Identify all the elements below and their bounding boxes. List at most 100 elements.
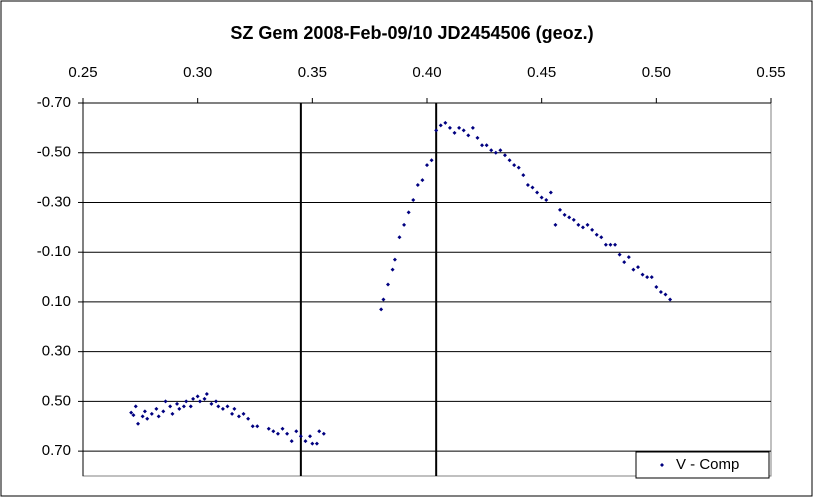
data-point	[406, 210, 411, 215]
data-point	[216, 404, 221, 409]
legend-label: V - Comp	[676, 456, 739, 473]
data-point	[631, 267, 636, 272]
data-point	[246, 416, 251, 421]
data-point	[156, 414, 161, 419]
data-point	[558, 207, 563, 212]
data-point	[438, 123, 443, 128]
data-point	[415, 183, 420, 188]
data-point	[209, 401, 214, 406]
data-point	[280, 426, 285, 431]
data-point	[548, 190, 553, 195]
data-point	[390, 267, 395, 272]
data-point	[177, 406, 182, 411]
data-point	[420, 178, 425, 183]
y-tick-label: -0.10	[37, 243, 71, 260]
data-point	[175, 401, 180, 406]
data-point	[585, 222, 590, 227]
data-point	[594, 232, 599, 237]
data-point	[512, 163, 517, 168]
data-point	[502, 153, 507, 158]
data-point	[149, 411, 154, 416]
data-point	[154, 406, 159, 411]
data-point	[544, 197, 549, 202]
data-point	[530, 185, 535, 190]
data-point	[576, 222, 581, 227]
data-point	[294, 429, 299, 434]
data-point	[461, 128, 466, 133]
x-tick-label: 0.25	[68, 64, 97, 81]
data-point	[608, 242, 613, 247]
data-point	[191, 396, 196, 401]
x-tick-label: 0.30	[183, 64, 212, 81]
data-point	[241, 411, 246, 416]
y-tick-label: -0.70	[37, 94, 71, 111]
data-point	[599, 235, 604, 240]
data-point	[617, 252, 622, 257]
data-point	[457, 125, 462, 130]
data-point	[484, 143, 489, 148]
data-point	[640, 272, 645, 277]
data-point	[562, 212, 567, 217]
data-point	[649, 275, 654, 280]
x-tick-label: 0.35	[298, 64, 327, 81]
data-point	[397, 235, 402, 240]
data-point	[236, 414, 241, 419]
data-point	[250, 424, 255, 429]
data-point	[590, 227, 595, 232]
data-point	[470, 125, 475, 130]
data-point	[480, 143, 485, 148]
data-point	[434, 128, 439, 133]
data-point	[271, 429, 276, 434]
data-point	[379, 307, 384, 312]
data-point	[285, 431, 290, 436]
data-point	[266, 426, 271, 431]
y-tick-label: 0.70	[42, 442, 71, 459]
x-tick-label: 0.45	[527, 64, 556, 81]
data-point	[613, 242, 618, 247]
data-point	[321, 431, 326, 436]
data-point	[622, 260, 627, 265]
data-point	[452, 130, 457, 135]
data-point	[188, 404, 193, 409]
data-point	[386, 282, 391, 287]
data-point	[197, 399, 202, 404]
data-point	[654, 285, 659, 290]
data-point	[516, 165, 521, 170]
data-point	[131, 413, 136, 418]
data-point	[626, 255, 631, 260]
data-point	[663, 292, 668, 297]
data-point	[195, 394, 200, 399]
data-point	[230, 411, 235, 416]
y-tick-label: -0.50	[37, 144, 71, 161]
data-point	[475, 135, 480, 140]
data-point	[140, 414, 145, 419]
data-point	[425, 163, 429, 168]
data-point	[645, 275, 650, 280]
data-point	[658, 289, 663, 294]
y-tick-label: -0.30	[37, 193, 71, 210]
y-tick-label: 0.30	[42, 343, 71, 360]
data-point	[163, 399, 168, 404]
data-point	[429, 158, 434, 163]
data-point	[133, 404, 138, 409]
data-point	[225, 404, 230, 409]
plot-area	[82, 102, 772, 477]
data-point	[521, 173, 526, 178]
data-point	[202, 396, 207, 401]
x-tick-label: 0.55	[756, 64, 785, 81]
data-point	[571, 217, 576, 222]
data-point	[466, 133, 471, 138]
data-point	[443, 120, 448, 125]
data-point	[214, 399, 219, 404]
data-point	[298, 434, 303, 439]
data-point	[411, 197, 416, 202]
data-point	[142, 409, 147, 414]
data-point	[635, 265, 640, 270]
data-point	[145, 416, 150, 421]
data-point	[161, 409, 166, 414]
data-point	[507, 158, 512, 163]
data-point	[255, 424, 260, 429]
data-point	[181, 404, 186, 409]
data-point	[303, 439, 308, 444]
data-point	[392, 257, 397, 262]
